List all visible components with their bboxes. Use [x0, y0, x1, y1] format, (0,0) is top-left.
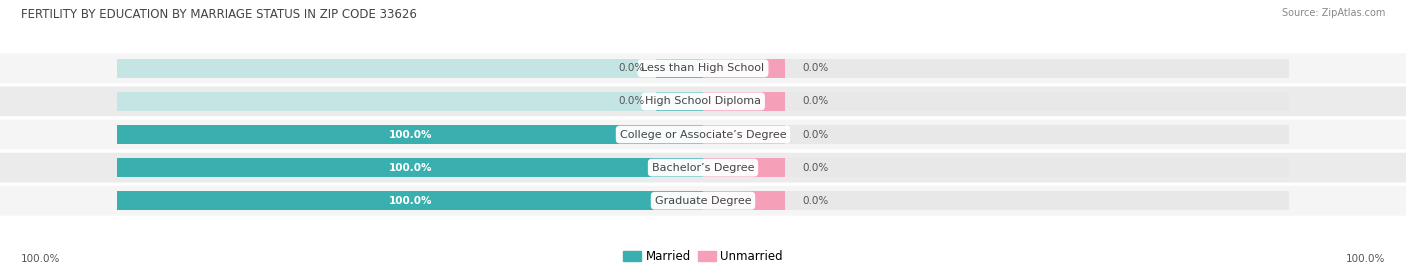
Bar	[703, 92, 1289, 111]
Bar	[117, 59, 703, 78]
Text: 0.0%: 0.0%	[803, 96, 830, 107]
Bar	[703, 191, 1289, 210]
FancyBboxPatch shape	[0, 87, 1406, 116]
Bar	[703, 191, 785, 210]
Bar	[703, 59, 785, 78]
Bar	[117, 125, 703, 144]
Legend: Married, Unmarried: Married, Unmarried	[623, 250, 783, 263]
Text: 0.0%: 0.0%	[803, 63, 830, 73]
Text: 100.0%: 100.0%	[388, 129, 432, 140]
Text: 0.0%: 0.0%	[619, 63, 644, 73]
Text: College or Associate’s Degree: College or Associate’s Degree	[620, 129, 786, 140]
FancyBboxPatch shape	[0, 153, 1406, 182]
Bar	[117, 191, 703, 210]
Bar	[703, 125, 785, 144]
Bar	[657, 59, 703, 78]
Text: 0.0%: 0.0%	[803, 129, 830, 140]
Text: High School Diploma: High School Diploma	[645, 96, 761, 107]
Text: 100.0%: 100.0%	[388, 196, 432, 206]
Text: 0.0%: 0.0%	[803, 162, 830, 173]
Bar	[703, 125, 1289, 144]
Text: Graduate Degree: Graduate Degree	[655, 196, 751, 206]
Bar	[703, 158, 1289, 177]
Bar	[117, 158, 703, 177]
FancyBboxPatch shape	[0, 120, 1406, 149]
Bar	[703, 92, 785, 111]
Bar	[703, 59, 1289, 78]
Text: 0.0%: 0.0%	[619, 96, 644, 107]
Bar	[117, 158, 703, 177]
Text: Bachelor’s Degree: Bachelor’s Degree	[652, 162, 754, 173]
FancyBboxPatch shape	[0, 186, 1406, 216]
Text: 0.0%: 0.0%	[803, 196, 830, 206]
Text: 100.0%: 100.0%	[388, 162, 432, 173]
Bar	[117, 125, 703, 144]
Bar	[657, 92, 703, 111]
Text: FERTILITY BY EDUCATION BY MARRIAGE STATUS IN ZIP CODE 33626: FERTILITY BY EDUCATION BY MARRIAGE STATU…	[21, 8, 418, 21]
Text: Less than High School: Less than High School	[641, 63, 765, 73]
Bar	[703, 158, 785, 177]
FancyBboxPatch shape	[0, 53, 1406, 83]
Text: 100.0%: 100.0%	[1346, 254, 1385, 264]
Bar	[117, 191, 703, 210]
Text: Source: ZipAtlas.com: Source: ZipAtlas.com	[1281, 8, 1385, 18]
Text: 100.0%: 100.0%	[21, 254, 60, 264]
Bar	[117, 92, 703, 111]
